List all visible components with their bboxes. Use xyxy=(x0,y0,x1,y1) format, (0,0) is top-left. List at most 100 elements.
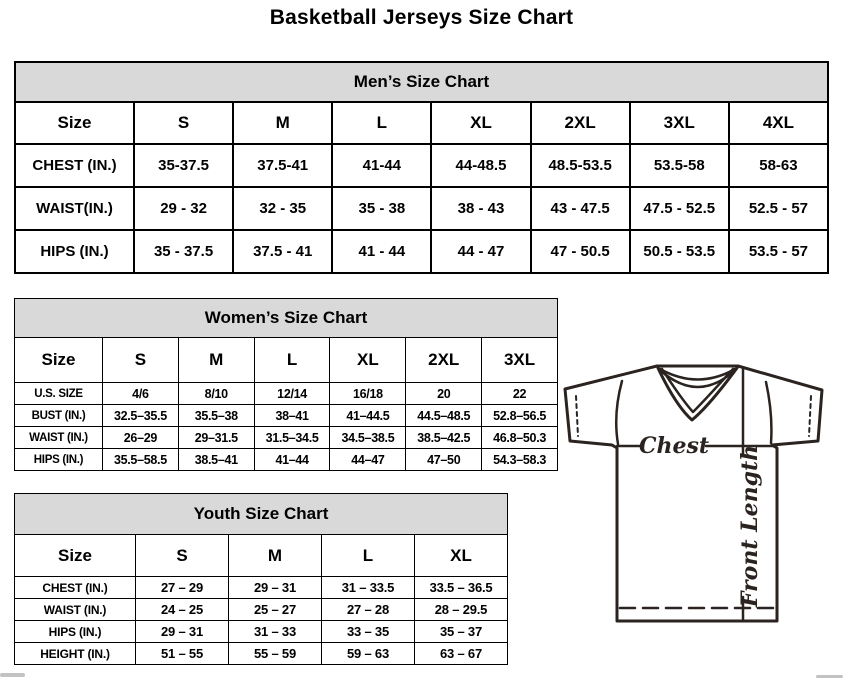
womens-value-cell: 31.5–34.5 xyxy=(253,426,331,449)
womens-table-row: WAIST (IN.) 26–29 29–31.5 31.5–34.5 34.5–38.… xyxy=(14,426,558,449)
womens-value-cell: 29–31.5 xyxy=(177,426,255,449)
jersey-diagram-svg: Chest Front Length xyxy=(563,364,824,623)
mens-row-label: CHEST (IN.) xyxy=(14,143,135,188)
womens-size-table: Women’s Size Chart Size S M L XL 2XL 3XL U.S. … xyxy=(14,298,558,471)
youth-value-cell: 31 – 33 xyxy=(228,620,322,643)
mens-value-cell: 47.5 - 52.5 xyxy=(628,186,730,231)
womens-table-row: HIPS (IN.) 35.5–58.5 38.5–41 41–44 44–47 47–5… xyxy=(14,448,558,471)
mens-col-header-4xl: 4XL xyxy=(727,101,830,145)
womens-value-cell: 41–44.5 xyxy=(329,404,407,427)
youth-value-cell: 35 – 37 xyxy=(414,620,508,643)
mens-value-cell: 41 - 44 xyxy=(331,229,433,274)
womens-row-label: HIPS (IN.) xyxy=(14,448,103,471)
youth-col-header-m: M xyxy=(228,534,322,577)
mens-value-cell: 53.5-58 xyxy=(628,143,730,188)
womens-table-band: Women’s Size Chart xyxy=(14,298,558,338)
youth-table-row: WAIST (IN.) 24 – 25 25 – 27 27 – 28 28 – 29.… xyxy=(14,598,508,621)
youth-value-cell: 28 – 29.5 xyxy=(414,598,508,621)
mens-table-row: HIPS (IN.) 35 - 37.5 37.5 - 41 41 - 44 44 - … xyxy=(14,229,830,274)
womens-value-cell: 38.5–42.5 xyxy=(405,426,483,449)
mens-table-row: CHEST (IN.) 35-37.5 37.5-41 41-44 44-48.5 48.… xyxy=(14,143,830,188)
sleeve-dash-right xyxy=(808,395,812,437)
youth-row-label: CHEST (IN.) xyxy=(14,576,136,599)
mens-value-cell: 37.5-41 xyxy=(232,143,334,188)
mens-table-row: WAIST(IN.) 29 - 32 32 - 35 35 - 38 38 - 43 43… xyxy=(14,186,830,231)
youth-value-cell: 25 – 27 xyxy=(228,598,322,621)
youth-value-cell: 63 – 67 xyxy=(414,642,508,665)
womens-value-cell: 54.3–58.3 xyxy=(481,448,558,471)
mens-table-title: Men’s Size Chart xyxy=(14,61,829,103)
womens-value-cell: 26–29 xyxy=(102,426,179,449)
mens-col-header-l: L xyxy=(331,101,433,145)
mens-value-cell: 29 - 32 xyxy=(132,186,235,231)
mens-value-cell: 43 - 47.5 xyxy=(529,186,631,231)
youth-value-cell: 24 – 25 xyxy=(135,598,229,621)
youth-col-header-size: Size xyxy=(14,534,136,577)
womens-value-cell: 38.5–41 xyxy=(177,448,255,471)
womens-col-header-l: L xyxy=(253,337,331,383)
jersey-outline xyxy=(563,364,824,623)
womens-col-header-s: S xyxy=(102,337,179,383)
youth-table-row: HIPS (IN.) 29 – 31 31 – 33 33 – 35 35 – 37 xyxy=(14,620,508,643)
mens-value-cell: 47 - 50.5 xyxy=(529,229,631,274)
youth-value-cell: 33 – 35 xyxy=(321,620,415,643)
womens-value-cell: 44–47 xyxy=(329,448,407,471)
youth-value-cell: 55 – 59 xyxy=(228,642,322,665)
mens-value-cell: 50.5 - 53.5 xyxy=(628,229,730,274)
womens-col-header-2xl: 2XL xyxy=(405,337,483,383)
page-title: Basketball Jerseys Size Chart xyxy=(269,6,574,29)
womens-value-cell: 16/18 xyxy=(329,382,407,405)
mens-value-cell: 44-48.5 xyxy=(430,143,532,188)
jersey-vneck-outer xyxy=(656,366,739,422)
youth-value-cell: 33.5 – 36.5 xyxy=(414,576,508,599)
jersey-vneck-inner xyxy=(660,367,735,414)
youth-row-label: HEIGHT (IN.) xyxy=(14,642,136,665)
youth-col-header-l: L xyxy=(321,534,415,577)
womens-value-cell: 41–44 xyxy=(253,448,331,471)
womens-value-cell: 8/10 xyxy=(177,382,255,405)
mens-col-header-size: Size xyxy=(14,101,135,145)
youth-table-band: Youth Size Chart xyxy=(14,493,508,535)
womens-header-row: Size S M L XL 2XL 3XL xyxy=(14,337,558,383)
womens-value-cell: 20 xyxy=(405,382,483,405)
mens-table-band: Men’s Size Chart xyxy=(14,61,829,103)
youth-col-header-xl: XL xyxy=(414,534,508,577)
womens-value-cell: 44.5–48.5 xyxy=(405,404,483,427)
youth-col-header-s: S xyxy=(135,534,229,577)
front-length-label: Front Length xyxy=(737,445,763,608)
youth-value-cell: 29 – 31 xyxy=(135,620,229,643)
youth-value-cell: 29 – 31 xyxy=(228,576,322,599)
womens-value-cell: 47–50 xyxy=(405,448,483,471)
mens-value-cell: 38 - 43 xyxy=(430,186,532,231)
mens-row-label: WAIST(IN.) xyxy=(14,186,135,231)
mens-value-cell: 44 - 47 xyxy=(430,229,532,274)
womens-col-header-m: M xyxy=(177,337,255,383)
mens-value-cell: 35-37.5 xyxy=(132,143,235,188)
youth-value-cell: 27 – 29 xyxy=(135,576,229,599)
chest-label: Chest xyxy=(639,433,709,459)
jersey-collar-arc-1 xyxy=(658,367,737,381)
youth-table-title: Youth Size Chart xyxy=(14,493,508,535)
mens-value-cell: 58-63 xyxy=(727,143,830,188)
mens-value-cell: 37.5 - 41 xyxy=(232,229,334,274)
womens-col-header-size: Size xyxy=(14,337,103,383)
womens-value-cell: 12/14 xyxy=(253,382,331,405)
mens-col-header-2xl: 2XL xyxy=(529,101,631,145)
womens-table-title: Women’s Size Chart xyxy=(14,298,558,338)
mens-value-cell: 35 - 38 xyxy=(331,186,433,231)
womens-col-header-xl: XL xyxy=(329,337,407,383)
womens-value-cell: 52.8–56.5 xyxy=(481,404,558,427)
jersey-armhole-right xyxy=(764,380,773,445)
womens-value-cell: 35.5–38 xyxy=(177,404,255,427)
youth-table-row: CHEST (IN.) 27 – 29 29 – 31 31 – 33.5 33.5 –… xyxy=(14,576,508,599)
youth-table-row: HEIGHT (IN.) 51 – 55 55 – 59 59 – 63 63 – 67 xyxy=(14,642,508,665)
youth-size-table: Youth Size Chart Size S M L XL CHEST (IN.) 27… xyxy=(14,493,508,665)
jersey-armhole-left xyxy=(614,379,624,446)
womens-row-label: U.S. SIZE xyxy=(14,382,103,405)
mens-value-cell: 52.5 - 57 xyxy=(727,186,830,231)
womens-table-row: U.S. SIZE 4/6 8/10 12/14 16/18 20 22 xyxy=(14,382,558,405)
scrollbar-fragment-left[interactable] xyxy=(0,673,25,677)
scrollbar-fragment-right[interactable] xyxy=(816,675,843,678)
womens-col-header-3xl: 3XL xyxy=(481,337,558,383)
